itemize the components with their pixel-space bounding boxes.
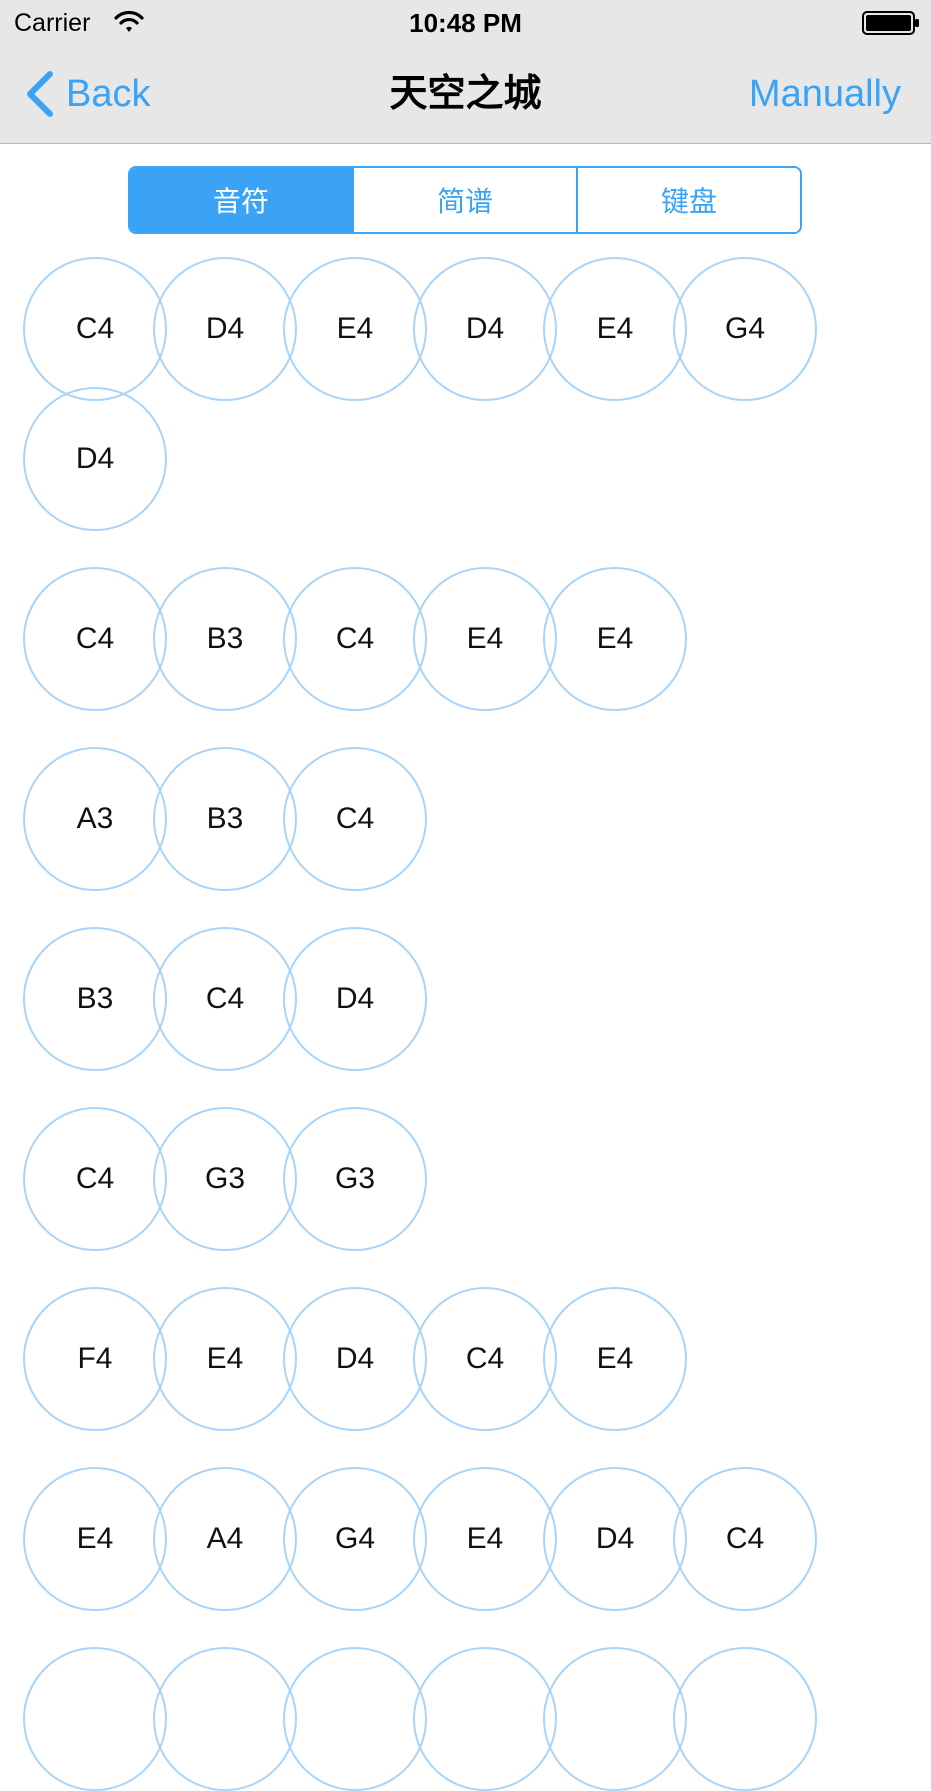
note-circle[interactable]: G4 (283, 1467, 427, 1611)
note-circle[interactable]: B3 (23, 927, 167, 1071)
note-circle[interactable]: B3 (153, 747, 297, 891)
page-title: 天空之城 (389, 73, 542, 115)
note-circle[interactable] (283, 1647, 427, 1791)
note-circle[interactable]: C4 (23, 257, 167, 401)
note-circle[interactable]: B3 (153, 567, 297, 711)
note-circle[interactable]: E4 (283, 257, 427, 401)
navigation-bar: Back 天空之城 Manually (0, 44, 931, 144)
note-circle[interactable]: E4 (543, 567, 687, 711)
note-circle[interactable]: E4 (23, 1467, 167, 1611)
note-circle[interactable]: D4 (543, 1467, 687, 1611)
segment-keyboard[interactable]: 键盘 (576, 168, 800, 232)
note-circle[interactable]: C4 (283, 567, 427, 711)
note-circle[interactable] (673, 1647, 817, 1791)
note-circle[interactable] (23, 1647, 167, 1791)
note-circle[interactable]: C4 (283, 747, 427, 891)
note-circle[interactable]: D4 (153, 257, 297, 401)
back-button[interactable]: Back (24, 70, 150, 118)
note-circle[interactable]: E4 (543, 257, 687, 401)
note-circle[interactable]: D4 (23, 387, 167, 531)
note-circle[interactable]: A3 (23, 747, 167, 891)
battery-icon (862, 11, 919, 35)
status-time: 10:48 PM (409, 8, 522, 38)
note-circle[interactable] (413, 1647, 557, 1791)
note-circle[interactable]: G4 (673, 257, 817, 401)
note-circle[interactable]: C4 (23, 1107, 167, 1251)
note-circle[interactable]: E4 (413, 1467, 557, 1611)
note-circle[interactable]: G3 (283, 1107, 427, 1251)
view-mode-segmented-control: 音符 简谱 键盘 (128, 166, 802, 234)
note-circle[interactable] (543, 1647, 687, 1791)
note-circle[interactable]: D4 (283, 1287, 427, 1431)
note-circle[interactable]: E4 (413, 567, 557, 711)
manually-button[interactable]: Manually (748, 73, 901, 115)
note-circle[interactable] (153, 1647, 297, 1791)
status-bar: Carrier 10:48 PM (0, 0, 931, 44)
note-circle[interactable]: G3 (153, 1107, 297, 1251)
note-circle[interactable]: C4 (673, 1467, 817, 1611)
note-circle[interactable]: E4 (153, 1287, 297, 1431)
note-circle[interactable]: C4 (153, 927, 297, 1071)
back-label: Back (66, 73, 151, 115)
wifi-icon (114, 10, 144, 32)
segment-numbered-notation[interactable]: 简谱 (352, 168, 576, 232)
note-circle[interactable]: D4 (283, 927, 427, 1071)
note-circle[interactable]: F4 (23, 1287, 167, 1431)
notes-area: C4 D4 E4 D4 E4 G4 D4 C4 B3 C4 E4 E4 A3 B3 C4 B3 C4 D4 C4 G3… (23, 257, 817, 1791)
note-circle[interactable]: C4 (413, 1287, 557, 1431)
carrier-label: Carrier (14, 9, 91, 37)
note-circle[interactable]: A4 (153, 1467, 297, 1611)
chevron-left-icon (27, 71, 53, 117)
note-circle[interactable]: D4 (413, 257, 557, 401)
segment-notes[interactable]: 音符 (130, 168, 352, 232)
top-bar: Carrier 10:48 PM Back 天空之城 Manually (0, 0, 931, 144)
note-circle[interactable]: C4 (23, 567, 167, 711)
note-circle[interactable]: E4 (543, 1287, 687, 1431)
